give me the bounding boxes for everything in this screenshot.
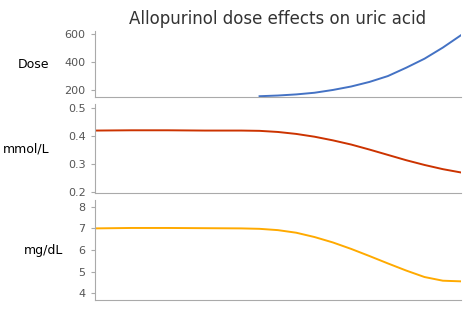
Y-axis label: mg/dL: mg/dL xyxy=(24,243,63,256)
Title: Allopurinol dose effects on uric acid: Allopurinol dose effects on uric acid xyxy=(129,10,427,28)
Y-axis label: mmol/L: mmol/L xyxy=(3,142,50,155)
Y-axis label: Dose: Dose xyxy=(18,57,50,70)
